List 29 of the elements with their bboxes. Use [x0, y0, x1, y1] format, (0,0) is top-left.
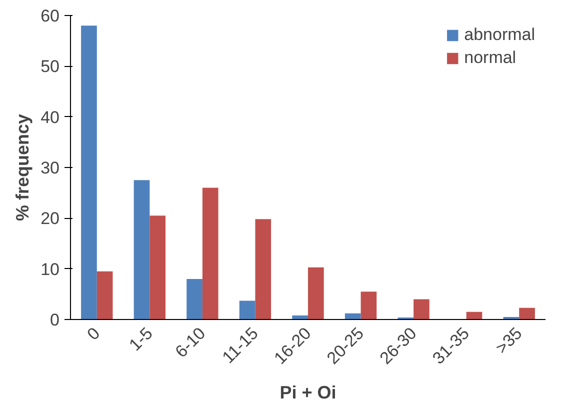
bar [255, 219, 272, 320]
bar [519, 308, 535, 320]
y-tick-label: 10 [40, 260, 60, 279]
bar [239, 300, 256, 320]
x-tick-label: 1-5 [126, 324, 156, 355]
x-axis-title: Pi + Oi [280, 382, 336, 403]
bar [360, 292, 377, 320]
legend-label: normal [464, 48, 516, 68]
bar [186, 278, 202, 320]
y-tick-label: 20 [40, 209, 60, 228]
bar [344, 313, 361, 320]
y-tick-label: 30 [40, 158, 60, 178]
x-tick-label: 6-10 [172, 324, 210, 362]
bar [308, 267, 324, 320]
bar [466, 312, 482, 320]
legend-label: abnormal [464, 25, 535, 45]
bar [134, 180, 150, 320]
y-axis-title: % frequency [12, 114, 33, 222]
y-tick-label: 40 [40, 108, 60, 127]
bar [414, 299, 430, 320]
y-tick-label: 0 [50, 310, 60, 330]
bar [150, 216, 166, 320]
y-tick-label: 60 [40, 6, 60, 26]
x-tick-label: 0 [83, 324, 104, 344]
y-tick-label: 50 [40, 57, 60, 76]
bar [202, 188, 218, 320]
bar [81, 26, 97, 320]
bar [96, 271, 113, 320]
x-tick-label: >35 [492, 324, 526, 358]
